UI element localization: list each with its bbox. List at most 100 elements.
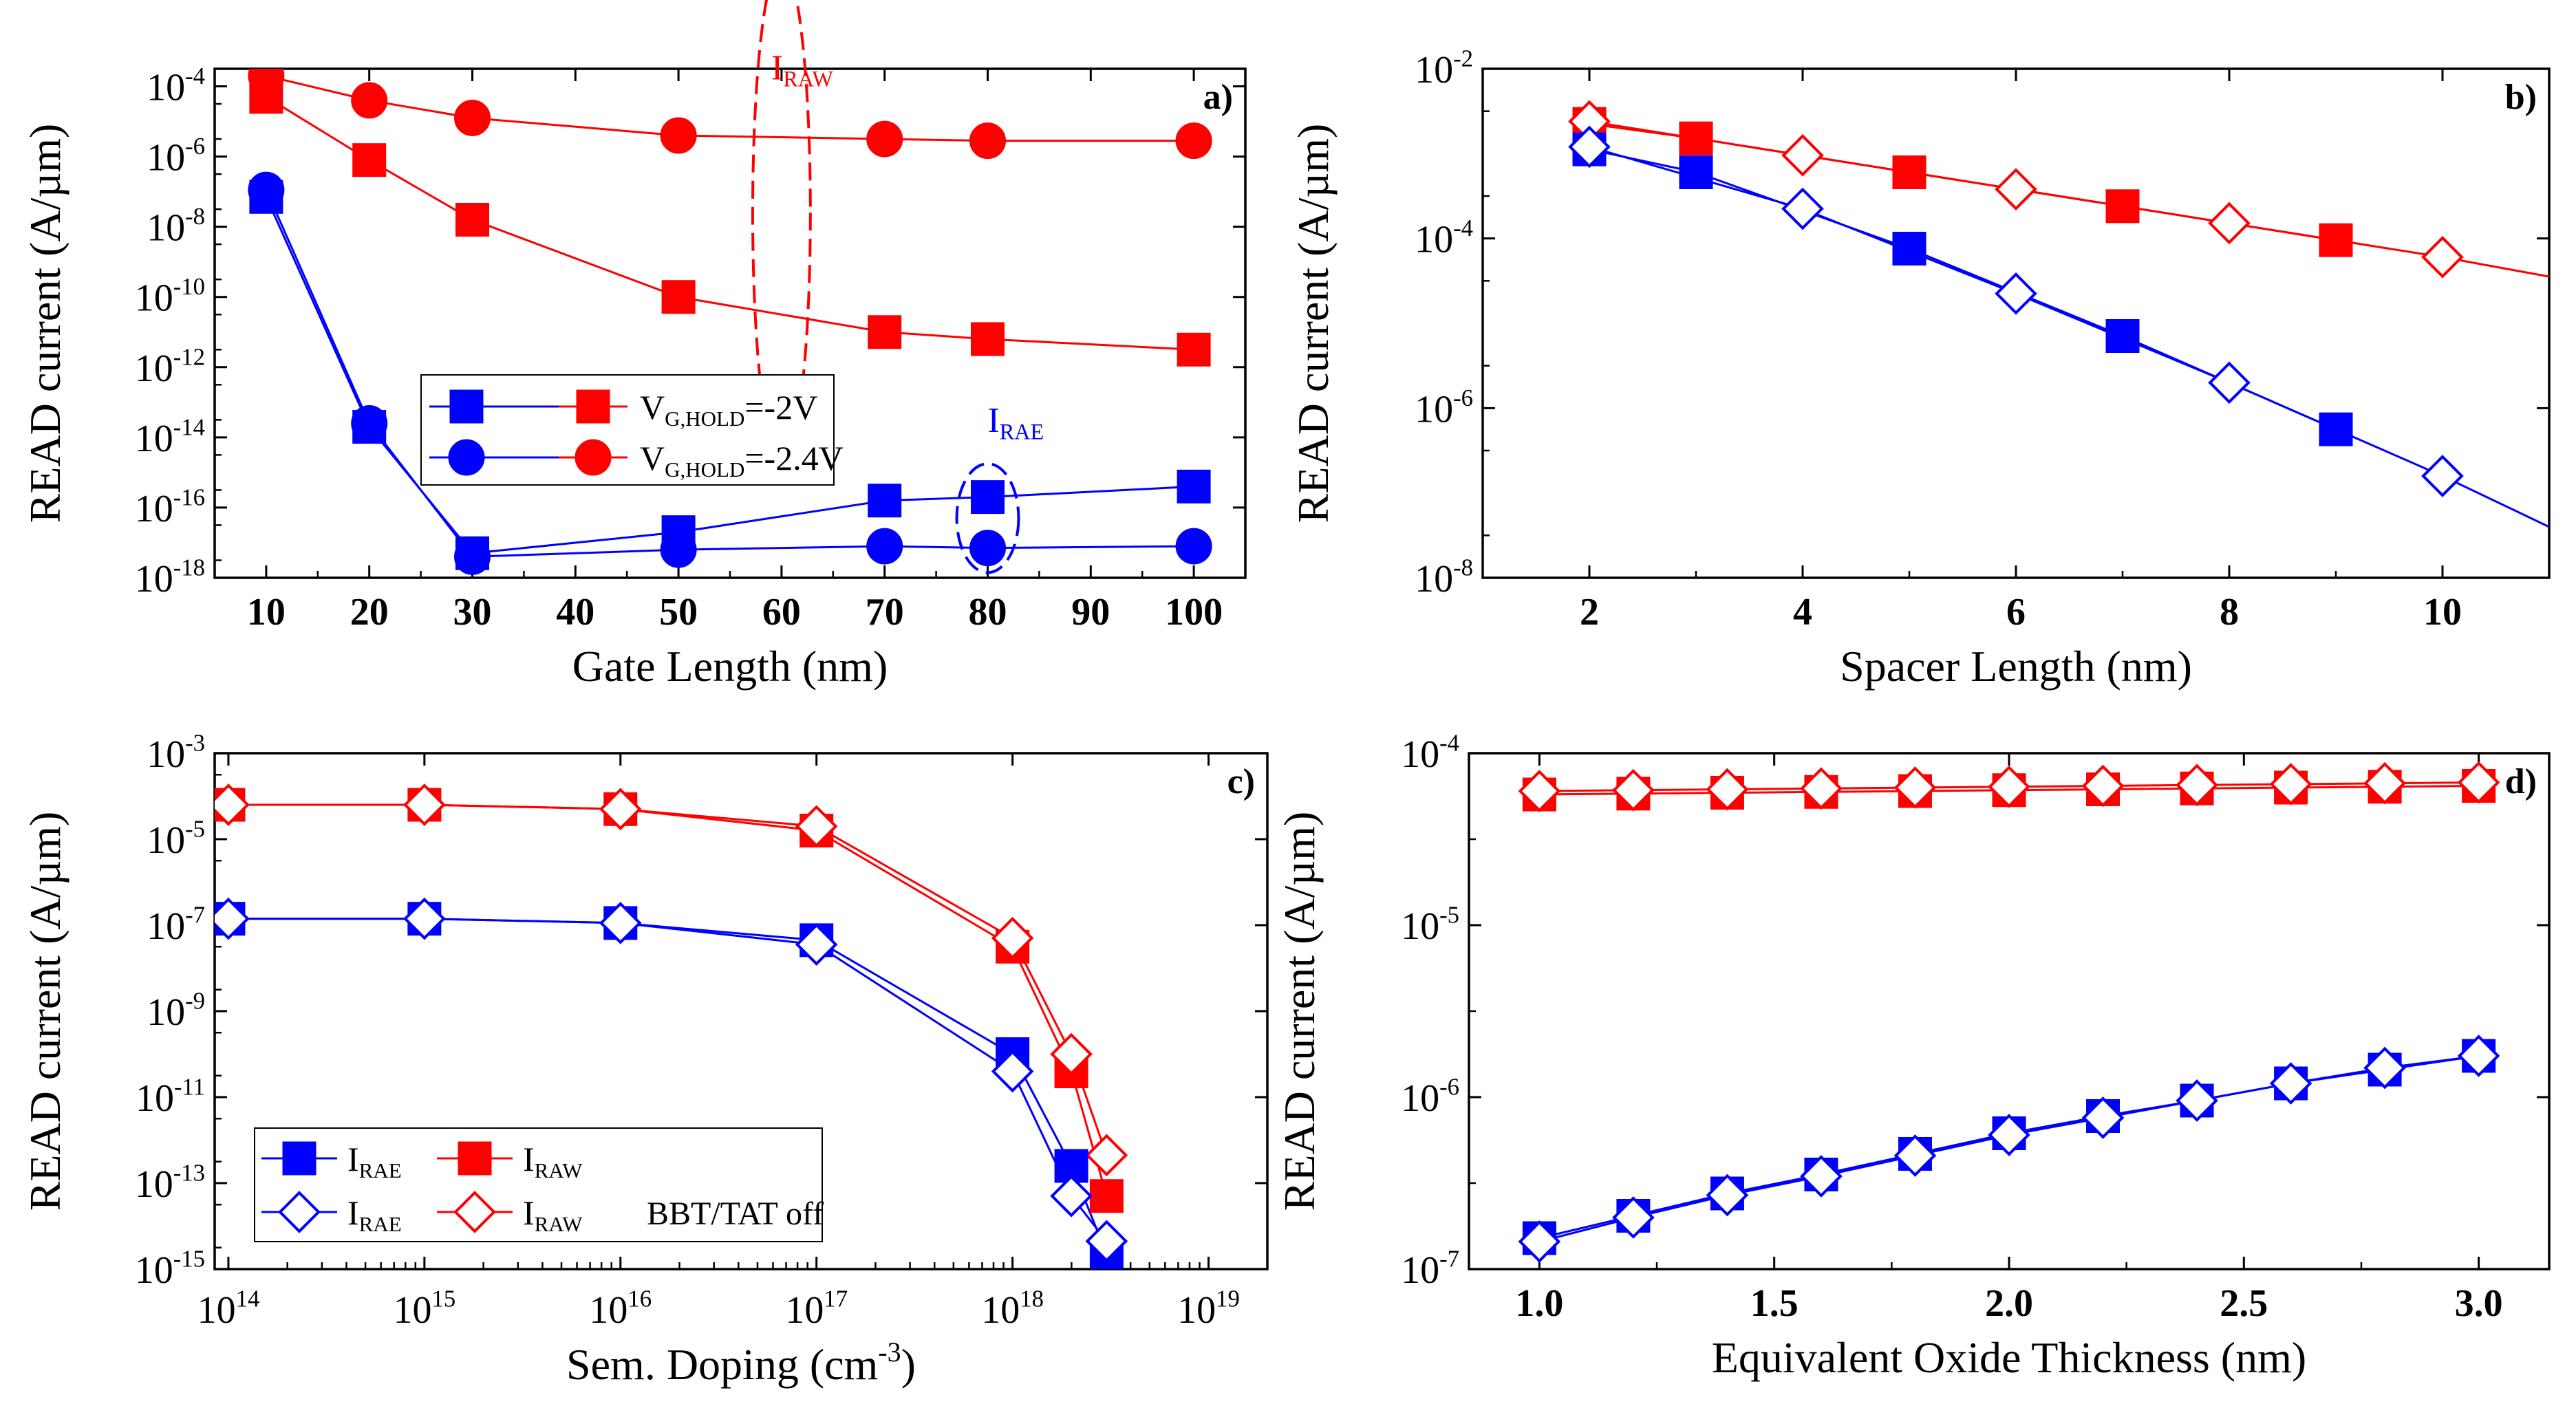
panel-a-xtick-label-8: 90 [1071,591,1110,634]
panel-a-series-1-point-2 [454,99,491,136]
panel-c-legend-text-0: IRAE [347,1140,402,1182]
panel-d-series-3-point-1 [1612,1196,1655,1239]
panel-c-legend-text-3-base: I [523,1193,535,1232]
panel-b-series-2-point-1 [1679,155,1713,189]
panel-d-series-1-point-9 [2363,761,2406,805]
panel-a-series-3-point-2 [454,538,491,575]
panel-c: 1014 1015 1016 1017 1018 101910-1510-1310-111… [21,729,1269,1389]
panel-a-series-3-point-5 [969,530,1006,567]
panel-c-xlabel: Sem. Doping (cm-3) [566,1337,916,1389]
panel-a-annotation-0: IRAW [771,48,834,91]
panel-a-ytick-label-3-exp: -12 [173,343,205,370]
panel-b-series-0-point-3 [2105,189,2140,224]
panel-c-series-1-point-3 [795,805,838,848]
panel-a-legend-marker-red-1 [575,439,612,476]
panel-a-series-0-point-2 [455,202,489,237]
panel-c-legend-text-2-sub: RAE [359,1212,402,1236]
panel-a-ytick-label-5-exp: -8 [185,203,205,230]
panel-b-ytick-label-2-exp: -4 [1453,215,1473,241]
panel-b-series-2-point-3 [2105,319,2140,353]
panel-a-series-0-point-3 [661,280,696,314]
panel-c-legend-text-1-base: I [523,1140,535,1178]
panel-d-ytick-label-3: 10-4 [1401,729,1459,776]
panel-a-series-1-point-1 [351,82,388,119]
panel-a-xlabel: Gate Length (nm) [572,642,888,691]
panel-c-series-1-point-5 [1050,1032,1093,1076]
panel-c-legend-text-2: IRAE [347,1193,402,1236]
panel-d-ytick-label-0: 10-7 [1401,1245,1459,1292]
panel-a-ytick-label-7-exp: -4 [185,63,205,89]
panel-c-legend-text-1: IRAW [523,1140,583,1182]
panel-b-ytick-label-1-exp: -6 [1453,385,1473,411]
panel-b-xtick-label-1: 4 [1793,591,1812,634]
panel-a-xtick-label-2: 30 [453,591,492,634]
panel-b-series-3-point-3 [2208,361,2251,404]
panel-a-legend-text-1-sub: G,HOLD [665,457,744,482]
panel-a-legend-text-1-rest: =-2.4V [744,439,843,477]
panel-c-xlabel-base: Sem. Doping (cm [566,1340,878,1389]
panel-c-xtick-label-5-exp: 19 [1216,1285,1240,1312]
panel-c-ytick-label-6-base: 10 [147,733,185,776]
panel-a-annotation-1-sub: RAE [1000,420,1044,444]
panel-b-ytick-label-2-base: 10 [1415,219,1453,261]
panel-c-series-3-point-4 [991,1050,1034,1093]
panel-d-series-1-point-3 [1800,767,1843,810]
panel-a-xtick-label-6: 70 [866,591,904,634]
panel-c-series-3-point-0 [215,897,250,940]
panel-a-ytick-label-6: 10-6 [147,133,205,180]
panel-a-series-1-line [266,74,1194,142]
panel-a-label: a) [1203,78,1233,117]
panel-c-ytick-label-2-exp: -11 [174,1073,205,1100]
panel-c-legend-marker-3 [453,1191,496,1233]
panel-a-xtick-label-9: 100 [1165,591,1223,634]
panel-c-ytick-label-3: 10-9 [147,987,205,1034]
panel-b-ytick-label-0-base: 10 [1415,558,1453,601]
panel-b-series-3-point-4 [2421,455,2464,497]
panel-c-ytick-label-3-exp: -9 [185,987,205,1014]
panel-b-series-2-point-4 [2319,412,2353,446]
panel-b-series-3-point-1 [1781,187,1824,230]
panel-a-xtick-label-3: 40 [556,591,594,634]
panel-b-frame [1481,67,2551,579]
panel-a-ytick-label-5-base: 10 [147,207,185,250]
panel-d-plot-area [1518,761,2500,1263]
panel-d-series-1-point-6 [2081,764,2125,808]
panel-d-ytick-label-2-exp: -5 [1439,901,1459,928]
panel-d-ytick-label-1: 10-6 [1401,1073,1459,1120]
panel-c-label: c) [1227,762,1255,801]
panel-a-legend-box [420,374,835,486]
panel-a: 10 20 30 40 50 60 70 80 90 10010-1810-1610-1410-1… [21,0,1247,691]
panel-d-series-1-point-8 [2269,763,2312,805]
panel-d-xtick-label-3: 2.5 [2220,1282,2268,1325]
panel-a-ytick-label-7-base: 10 [147,67,185,109]
panel-b-series-1-point-2 [1995,168,2037,210]
panel-a-series-3-point-0 [248,171,285,208]
panel-a-ytick-label-0-exp: -18 [173,554,205,581]
panel-c-series-1-point-1 [403,783,446,826]
panel-a-xtick-label-0: 10 [247,591,286,634]
panel-c-series-1-line [228,803,1108,1156]
panel-a-plot-area [248,69,1212,575]
panel-a-series-0-point-4 [868,315,902,349]
panel-d-ytick-label-2: 10-5 [1401,901,1459,948]
panel-c-ytick-label-0-exp: -15 [173,1245,205,1272]
panel-d-series-1-point-2 [1706,768,1749,811]
panel-a-series-2-point-6 [1177,469,1211,504]
panel-d-xtick-label-2: 2.0 [1985,1282,2033,1325]
panel-b-ytick-label-0: 10-8 [1415,554,1473,601]
panel-c-legend-marker-0 [282,1141,316,1176]
panel-a-ytick-label-4-base: 10 [135,277,173,320]
panel-a-ellipse-1 [955,462,1020,574]
panel-a-series-2-point-4 [868,484,902,518]
panel-c-frame [213,752,1269,1270]
panel-c-xtick-label-2-exp: 16 [627,1285,652,1312]
panel-c-series-3-point-1 [403,897,446,940]
panel-a-series-3-point-3 [660,531,697,568]
panel-c-legend-text-0-base: I [347,1140,359,1178]
panel-a-ytick-label-2-base: 10 [135,418,173,460]
panel-a-legend-marker-red-0 [576,389,610,424]
panel-c-series-1-point-0 [215,783,250,826]
panel-c-xtick-label-4: 1018 [981,1285,1044,1332]
